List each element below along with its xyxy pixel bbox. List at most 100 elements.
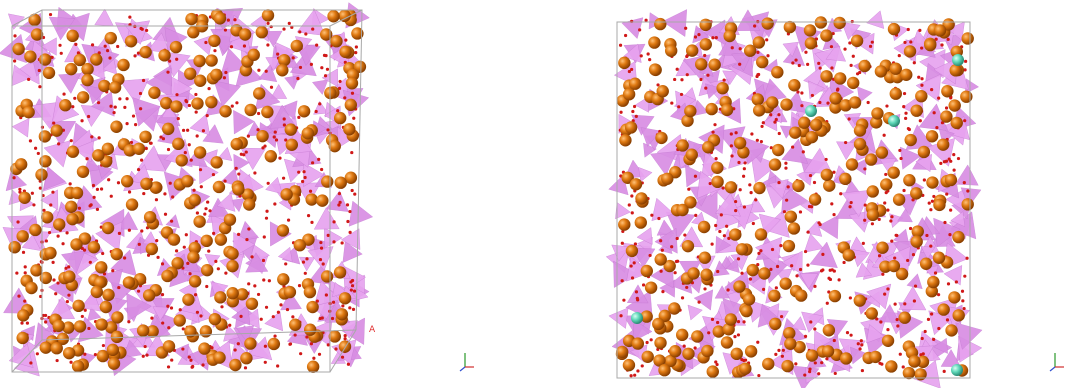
oxygen-atom: [886, 209, 889, 212]
oxygen-atom: [188, 356, 191, 359]
metal-atom: [339, 46, 351, 58]
oxygen-atom: [220, 305, 223, 308]
metal-atom: [871, 107, 883, 119]
oxygen-atom: [878, 218, 881, 221]
oxygen-atom: [794, 58, 797, 61]
oxygen-atom: [832, 213, 835, 216]
metal-atom: [867, 185, 879, 197]
tetrahedron: [639, 167, 653, 181]
oxygen-atom: [858, 71, 861, 74]
oxygen-atom: [201, 363, 204, 366]
oxygen-atom: [645, 341, 648, 344]
oxygen-atom: [697, 33, 700, 36]
oxygen-atom: [170, 358, 173, 361]
oxygen-atom: [109, 105, 112, 108]
metal-atom: [140, 178, 152, 190]
oxygen-atom: [769, 113, 772, 116]
metal-atom: [949, 64, 961, 76]
oxygen-atom: [130, 141, 133, 144]
oxygen-atom: [863, 219, 866, 222]
oxygen-atom: [195, 110, 198, 113]
metal-atom: [39, 53, 51, 65]
metal-atom: [276, 64, 288, 76]
metal-atom: [745, 345, 757, 357]
oxygen-atom: [715, 363, 718, 366]
oxygen-atom: [194, 293, 197, 296]
metal-atom: [903, 367, 915, 379]
oxygen-atom: [820, 361, 823, 364]
oxygen-atom: [85, 157, 88, 160]
oxygen-atom: [150, 142, 153, 145]
oxygen-atom: [636, 298, 639, 301]
metal-atom: [95, 318, 107, 330]
oxygen-atom: [881, 273, 884, 276]
oxygen-atom: [128, 15, 131, 18]
oxygen-atom: [734, 200, 737, 203]
metal-atom: [623, 88, 635, 100]
metal-atom: [52, 320, 64, 332]
oxygen-atom: [161, 293, 164, 296]
tetrahedron: [324, 228, 342, 249]
metal-atom: [205, 54, 217, 66]
metal-atom: [22, 106, 34, 118]
oxygen-atom: [320, 66, 323, 69]
oxygen-atom: [757, 73, 760, 76]
oxygen-atom: [319, 241, 322, 244]
metal-atom: [711, 176, 723, 188]
oxygen-atom: [92, 184, 95, 187]
oxygen-atom: [946, 318, 949, 321]
oxygen-atom: [54, 292, 57, 295]
oxygen-atom: [346, 203, 349, 206]
oxygen-atom: [320, 168, 323, 171]
oxygen-atom: [787, 185, 790, 188]
oxygen-atom: [20, 321, 23, 324]
oxygen-atom: [267, 182, 270, 185]
oxygen-atom: [245, 150, 248, 153]
oxygen-atom: [341, 356, 344, 359]
metal-atom: [920, 258, 932, 270]
metal-atom: [785, 210, 797, 222]
oxygen-atom: [920, 77, 923, 80]
oxygen-atom: [185, 100, 188, 103]
metal-atom: [125, 35, 137, 47]
oxygen-atom: [830, 202, 833, 205]
oxygen-atom: [687, 188, 690, 191]
metal-atom: [937, 303, 949, 315]
oxygen-atom: [57, 142, 60, 145]
metal-atom: [88, 241, 100, 253]
oxygen-atom: [952, 153, 955, 156]
oxygen-atom: [807, 230, 810, 233]
metal-atom: [330, 35, 342, 47]
metal-atom: [645, 281, 657, 293]
oxygen-atom: [310, 342, 313, 345]
oxygen-atom: [931, 200, 934, 203]
metal-atom: [321, 270, 333, 282]
oxygen-atom: [350, 288, 353, 291]
metal-atom: [795, 289, 807, 301]
oxygen-atom: [93, 196, 96, 199]
oxygen-atom: [299, 66, 302, 69]
metal-atom: [890, 88, 902, 100]
oxygen-atom: [777, 113, 780, 116]
oxygen-atom: [955, 280, 958, 283]
oxygen-atom: [914, 284, 917, 287]
oxygen-atom: [928, 202, 931, 205]
oxygen-atom: [233, 18, 236, 21]
oxygen-atom: [709, 182, 712, 185]
oxygen-atom: [809, 174, 812, 177]
metal-atom: [256, 130, 268, 142]
oxygen-atom: [660, 270, 663, 273]
metal-atom: [820, 70, 832, 82]
oxygen-atom: [188, 104, 191, 107]
metal-atom: [725, 313, 737, 325]
oxygen-atom: [630, 264, 633, 267]
metal-atom: [865, 153, 877, 165]
metal-atom: [707, 365, 719, 377]
oxygen-atom: [237, 233, 240, 236]
oxygen-atom: [42, 209, 45, 212]
oxygen-atom: [784, 167, 787, 170]
oxygen-atom: [175, 93, 178, 96]
tetrahedron: [95, 9, 114, 26]
oxygen-atom: [937, 327, 940, 330]
oxygen-atom: [338, 192, 341, 195]
